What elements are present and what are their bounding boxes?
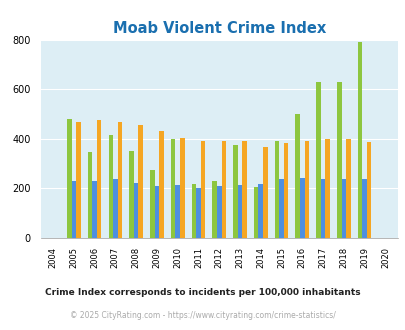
Bar [232,145,237,238]
Bar [242,141,246,238]
Bar [200,141,205,238]
Bar [345,139,350,238]
Bar [304,141,309,238]
Bar [117,122,122,238]
Text: Crime Index corresponds to incidents per 100,000 inhabitants: Crime Index corresponds to incidents per… [45,287,360,297]
Bar [138,125,143,238]
Text: © 2025 CityRating.com - https://www.cityrating.com/crime-statistics/: © 2025 CityRating.com - https://www.city… [70,311,335,320]
Bar [71,181,76,238]
Bar [362,179,366,238]
Bar [76,122,81,238]
Bar [212,181,216,238]
Bar [357,42,362,238]
Bar [324,139,329,238]
Title: Moab Violent Crime Index: Moab Violent Crime Index [112,21,325,36]
Bar [336,82,341,238]
Bar [175,185,179,238]
Bar [315,82,320,238]
Bar [191,184,196,238]
Bar [92,181,97,238]
Bar [320,179,324,238]
Bar [216,185,221,238]
Bar [196,188,200,238]
Bar [274,141,279,238]
Bar [258,184,262,238]
Bar [171,139,175,238]
Bar [237,185,242,238]
Bar [283,143,288,238]
Bar [134,183,138,238]
Bar [108,135,113,238]
Bar [253,187,258,238]
Bar [113,179,117,238]
Bar [87,152,92,238]
Bar [97,120,101,238]
Bar [179,138,184,238]
Bar [221,141,226,238]
Bar [159,131,163,238]
Bar [341,180,345,238]
Bar [154,185,159,238]
Bar [150,170,154,238]
Bar [129,151,134,238]
Bar [295,115,299,238]
Bar [299,178,304,238]
Bar [366,142,371,238]
Bar [67,119,71,238]
Bar [279,179,283,238]
Bar [262,147,267,238]
